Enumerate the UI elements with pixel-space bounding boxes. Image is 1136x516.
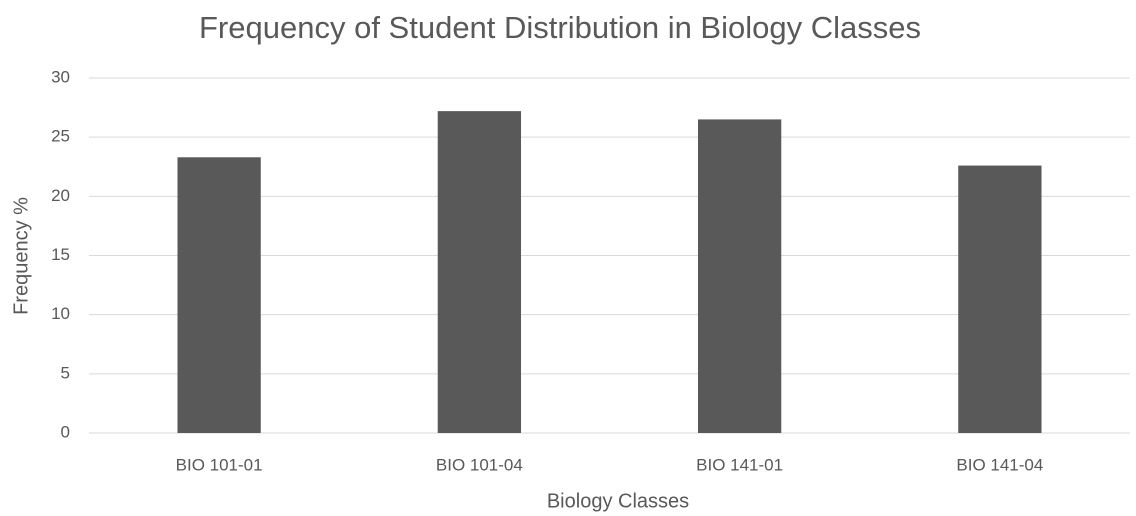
bar [958,165,1042,434]
x-tick-label: BIO 101-01 [176,455,263,474]
y-tick-label: 5 [61,363,70,382]
y-tick-label: 25 [51,127,70,146]
x-axis-label: Biology Classes [547,490,689,512]
y-tick-label: 30 [51,67,70,86]
y-tick-label: 10 [51,304,70,323]
y-tick-label: 0 [61,422,70,441]
bar [437,111,522,433]
y-tick-label: 20 [51,186,70,205]
bar [177,157,261,434]
bar [697,119,782,434]
x-tick-label: BIO 141-01 [696,455,783,474]
x-tick-label: BIO 141-04 [956,455,1043,474]
x-tick-label: BIO 101-04 [436,455,523,474]
chart-title: Frequency of Student Distribution in Bio… [199,10,921,45]
y-axis-label: Frequency % [10,197,32,315]
y-tick-label: 15 [51,245,70,264]
